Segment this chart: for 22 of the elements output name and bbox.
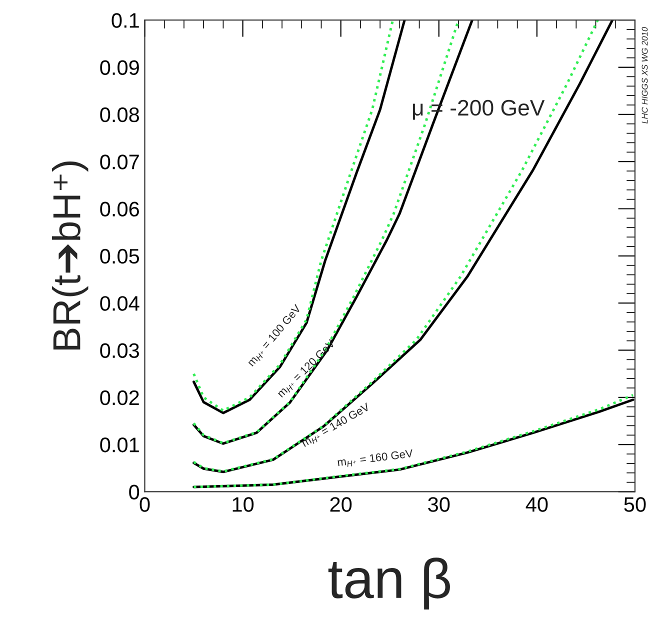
x-tick-label: 30 [428,497,450,512]
y-tick-label: 0.02 [100,390,139,406]
y-tick-label: 0.05 [100,248,140,264]
x-tick-label: 10 [232,497,254,512]
annotation: m$_{H⁺}$ = 140 GeV [301,402,372,448]
x-tick-label: 50 [624,497,646,512]
y-tick-label: 0 [129,484,140,500]
y-tick-label: 0.08 [100,107,139,122]
x-tick-label: 40 [526,497,548,512]
x-tick-label: 20 [330,497,352,512]
y-tick-label: 0.09 [100,60,139,76]
y-tick-label: 0.03 [100,343,139,358]
y-axis-title: BR(t➔bH⁺) [52,162,88,350]
y-tick-label: 0.07 [100,154,139,170]
y-tick-label: 0.04 [100,296,140,311]
x-tick-label: 0 [140,497,150,512]
annotation: m$_{H⁺}$ = 160 GeV [337,449,414,468]
y-tick-label: 0.1 [112,13,139,28]
y-tick-label: 0.01 [100,438,139,452]
x-axis-title: tan β [328,558,450,610]
text: LHC HIGGS XS WG 2010 [642,27,648,124]
y-tick-label: 0.06 [100,202,139,216]
